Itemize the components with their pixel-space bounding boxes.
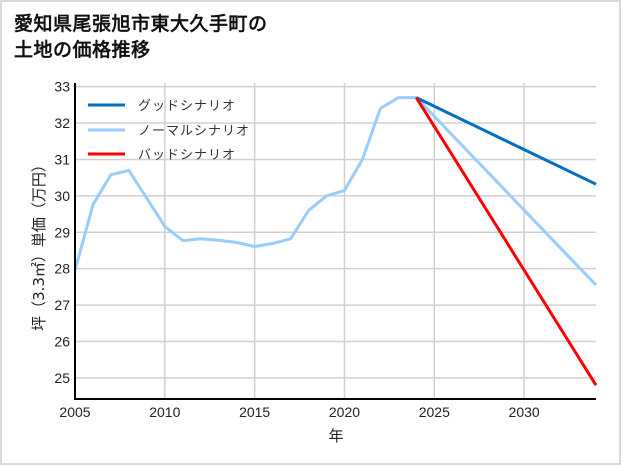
legend-label: バッドシナリオ <box>138 148 236 163</box>
chart-title-line-2: 土地の価格推移 <box>14 39 151 61</box>
x-tick-label: 2015 <box>239 404 270 420</box>
y-tick-label: 28 <box>54 261 70 277</box>
x-tick-label: 2025 <box>419 404 450 420</box>
y-tick-label: 33 <box>54 79 70 95</box>
series-line <box>73 96 598 287</box>
y-tick-label: 29 <box>54 224 70 240</box>
series-line <box>415 96 597 186</box>
x-tick-label: 2030 <box>509 404 540 420</box>
chart-title: 愛知県尾張旭市東大久手町の 土地の価格推移 <box>14 11 268 63</box>
y-axis-label: 坪（3.3㎡）単価（万円） <box>30 157 48 331</box>
legend-label: ノーマルシナリオ <box>138 124 250 139</box>
data-series <box>73 96 598 386</box>
y-tick-label: 31 <box>54 151 70 167</box>
x-tick-label: 2005 <box>59 404 90 420</box>
y-tick-label: 27 <box>54 297 70 313</box>
legend-label: グッドシナリオ <box>138 99 236 114</box>
y-tick-label: 26 <box>54 333 70 349</box>
y-tick-label: 30 <box>54 188 70 204</box>
tick-labels: 2005 2010 2015 2020 2025 2030 25 26 27 28 29 30 31 32… <box>54 79 539 420</box>
y-tick-label: 32 <box>54 115 70 131</box>
gridlines <box>75 83 596 399</box>
x-tick-label: 2020 <box>329 404 360 420</box>
x-tick-label: 2010 <box>149 404 180 420</box>
chart-title-line-1: 愛知県尾張旭市東大久手町の <box>14 13 268 35</box>
y-tick-label: 25 <box>54 370 70 386</box>
series-line <box>415 96 598 386</box>
x-axis-label: 年 <box>328 427 343 445</box>
axes <box>74 83 596 400</box>
